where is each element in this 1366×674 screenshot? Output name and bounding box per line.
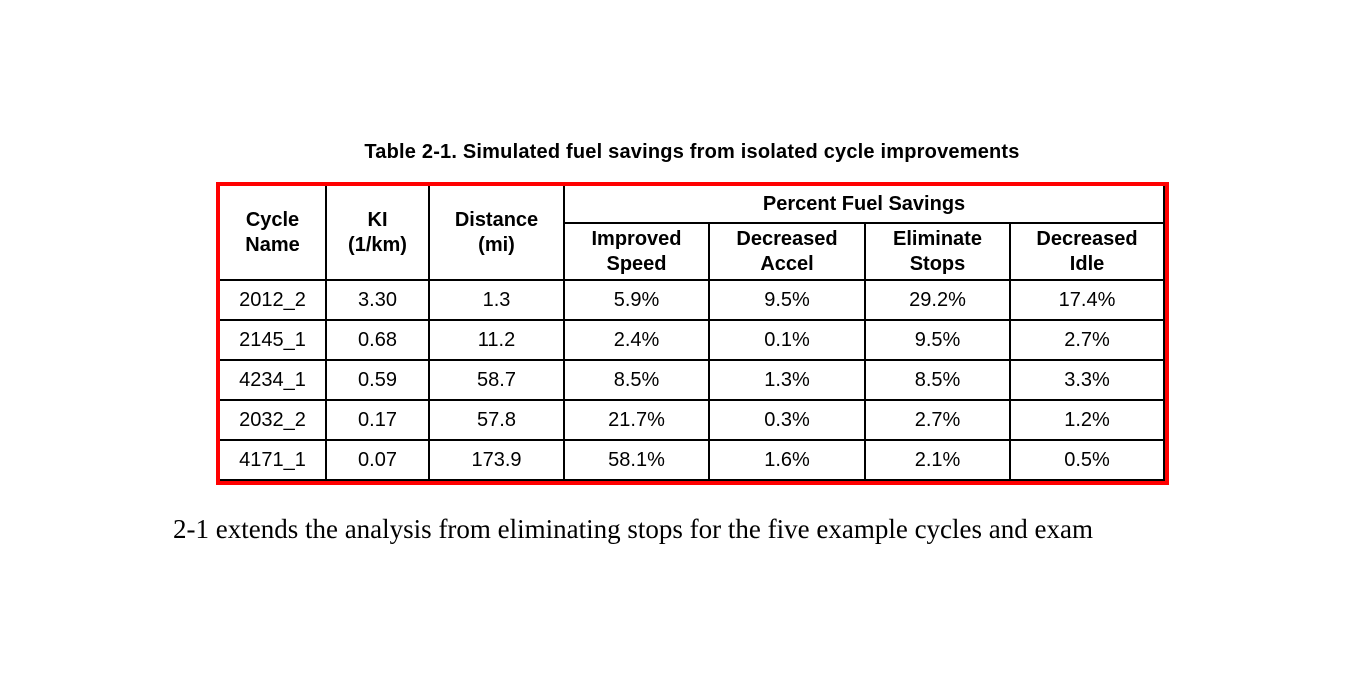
cell-distance: 57.8 xyxy=(428,399,565,441)
header-line: Decreased xyxy=(736,227,838,250)
cell-decreased-idle: 0.5% xyxy=(1008,439,1166,481)
col-header-distance: Distance (mi) xyxy=(428,186,565,281)
cell-decreased-idle: 17.4% xyxy=(1008,279,1166,321)
col-header-cycle-name: Cycle Name xyxy=(220,186,327,281)
cell-ki: 3.30 xyxy=(325,279,430,321)
col-group-header-percent-fuel-savings: Percent Fuel Savings xyxy=(562,186,1166,224)
table-row: 4234_1 0.59 58.7 8.5% 1.3% 8.5% 3.3% xyxy=(220,359,1166,401)
cell-ki: 0.59 xyxy=(325,359,430,401)
cell-cycle-name: 2032_2 xyxy=(220,399,327,441)
header-row-sub: Improved Speed Decreased Accel Eliminate… xyxy=(220,222,1166,281)
header-line: Name xyxy=(245,233,300,256)
cell-distance: 58.7 xyxy=(428,359,565,401)
table-row: 2145_1 0.68 11.2 2.4% 0.1% 9.5% 2.7% xyxy=(220,319,1166,361)
header-line: Decreased xyxy=(1036,227,1138,250)
header-line: Distance xyxy=(454,208,539,231)
header-line: Idle xyxy=(1069,252,1105,275)
cell-improved-speed: 21.7% xyxy=(563,399,710,441)
cell-distance: 11.2 xyxy=(428,319,565,361)
col-header-decreased-accel: Decreased Accel xyxy=(708,222,866,281)
cell-decreased-accel: 1.3% xyxy=(708,359,866,401)
fuel-savings-table: Cycle Name KI (1/km) Distance (mi) Perce… xyxy=(220,186,1166,481)
header-line: KI xyxy=(367,208,388,231)
cell-decreased-idle: 2.7% xyxy=(1008,319,1166,361)
table-row: 2032_2 0.17 57.8 21.7% 0.3% 2.7% 1.2% xyxy=(220,399,1166,441)
table-caption: Table 2-1. Simulated fuel savings from i… xyxy=(364,141,1020,163)
header-line: Speed xyxy=(606,252,667,275)
header-line: Improved xyxy=(591,227,682,250)
cell-cycle-name: 4171_1 xyxy=(220,439,327,481)
body-paragraph: 2-1 extends the analysis from eliminatin… xyxy=(173,514,1093,544)
cell-cycle-name: 2145_1 xyxy=(220,319,327,361)
cell-cycle-name: 2012_2 xyxy=(220,279,327,321)
cell-improved-speed: 5.9% xyxy=(563,279,710,321)
table-row: 4171_1 0.07 173.9 58.1% 1.6% 2.1% 0.5% xyxy=(220,439,1166,481)
table-highlight-frame: Cycle Name KI (1/km) Distance (mi) Perce… xyxy=(216,182,1170,485)
cell-decreased-idle: 1.2% xyxy=(1008,399,1166,441)
cell-eliminate-stops: 29.2% xyxy=(864,279,1011,321)
header-line: (mi) xyxy=(478,233,515,256)
cell-improved-speed: 8.5% xyxy=(563,359,710,401)
cell-eliminate-stops: 8.5% xyxy=(864,359,1011,401)
cell-distance: 173.9 xyxy=(428,439,565,481)
cell-decreased-accel: 9.5% xyxy=(708,279,866,321)
col-header-eliminate-stops: Eliminate Stops xyxy=(864,222,1011,281)
cell-distance: 1.3 xyxy=(428,279,565,321)
header-line: Accel xyxy=(760,252,814,275)
header-line: (1/km) xyxy=(348,233,407,256)
header-line: Eliminate xyxy=(893,227,982,250)
col-header-ki: KI (1/km) xyxy=(325,186,430,281)
cell-eliminate-stops: 2.7% xyxy=(864,399,1011,441)
col-header-decreased-idle: Decreased Idle xyxy=(1008,222,1166,281)
cell-improved-speed: 58.1% xyxy=(563,439,710,481)
cell-ki: 0.07 xyxy=(325,439,430,481)
cell-decreased-accel: 1.6% xyxy=(708,439,866,481)
col-header-improved-speed: Improved Speed xyxy=(563,222,710,281)
table-row: 2012_2 3.30 1.3 5.9% 9.5% 29.2% 17.4% xyxy=(220,279,1166,321)
cell-cycle-name: 4234_1 xyxy=(220,359,327,401)
cell-improved-speed: 2.4% xyxy=(563,319,710,361)
cell-decreased-idle: 3.3% xyxy=(1008,359,1166,401)
cell-decreased-accel: 0.1% xyxy=(708,319,866,361)
header-row-group: Cycle Name KI (1/km) Distance (mi) Perce… xyxy=(220,186,1166,281)
cell-eliminate-stops: 2.1% xyxy=(864,439,1011,481)
cell-ki: 0.17 xyxy=(325,399,430,441)
cell-eliminate-stops: 9.5% xyxy=(864,319,1011,361)
header-line: Cycle xyxy=(245,208,300,231)
cell-decreased-accel: 0.3% xyxy=(708,399,866,441)
cell-ki: 0.68 xyxy=(325,319,430,361)
header-line: Stops xyxy=(909,252,966,275)
